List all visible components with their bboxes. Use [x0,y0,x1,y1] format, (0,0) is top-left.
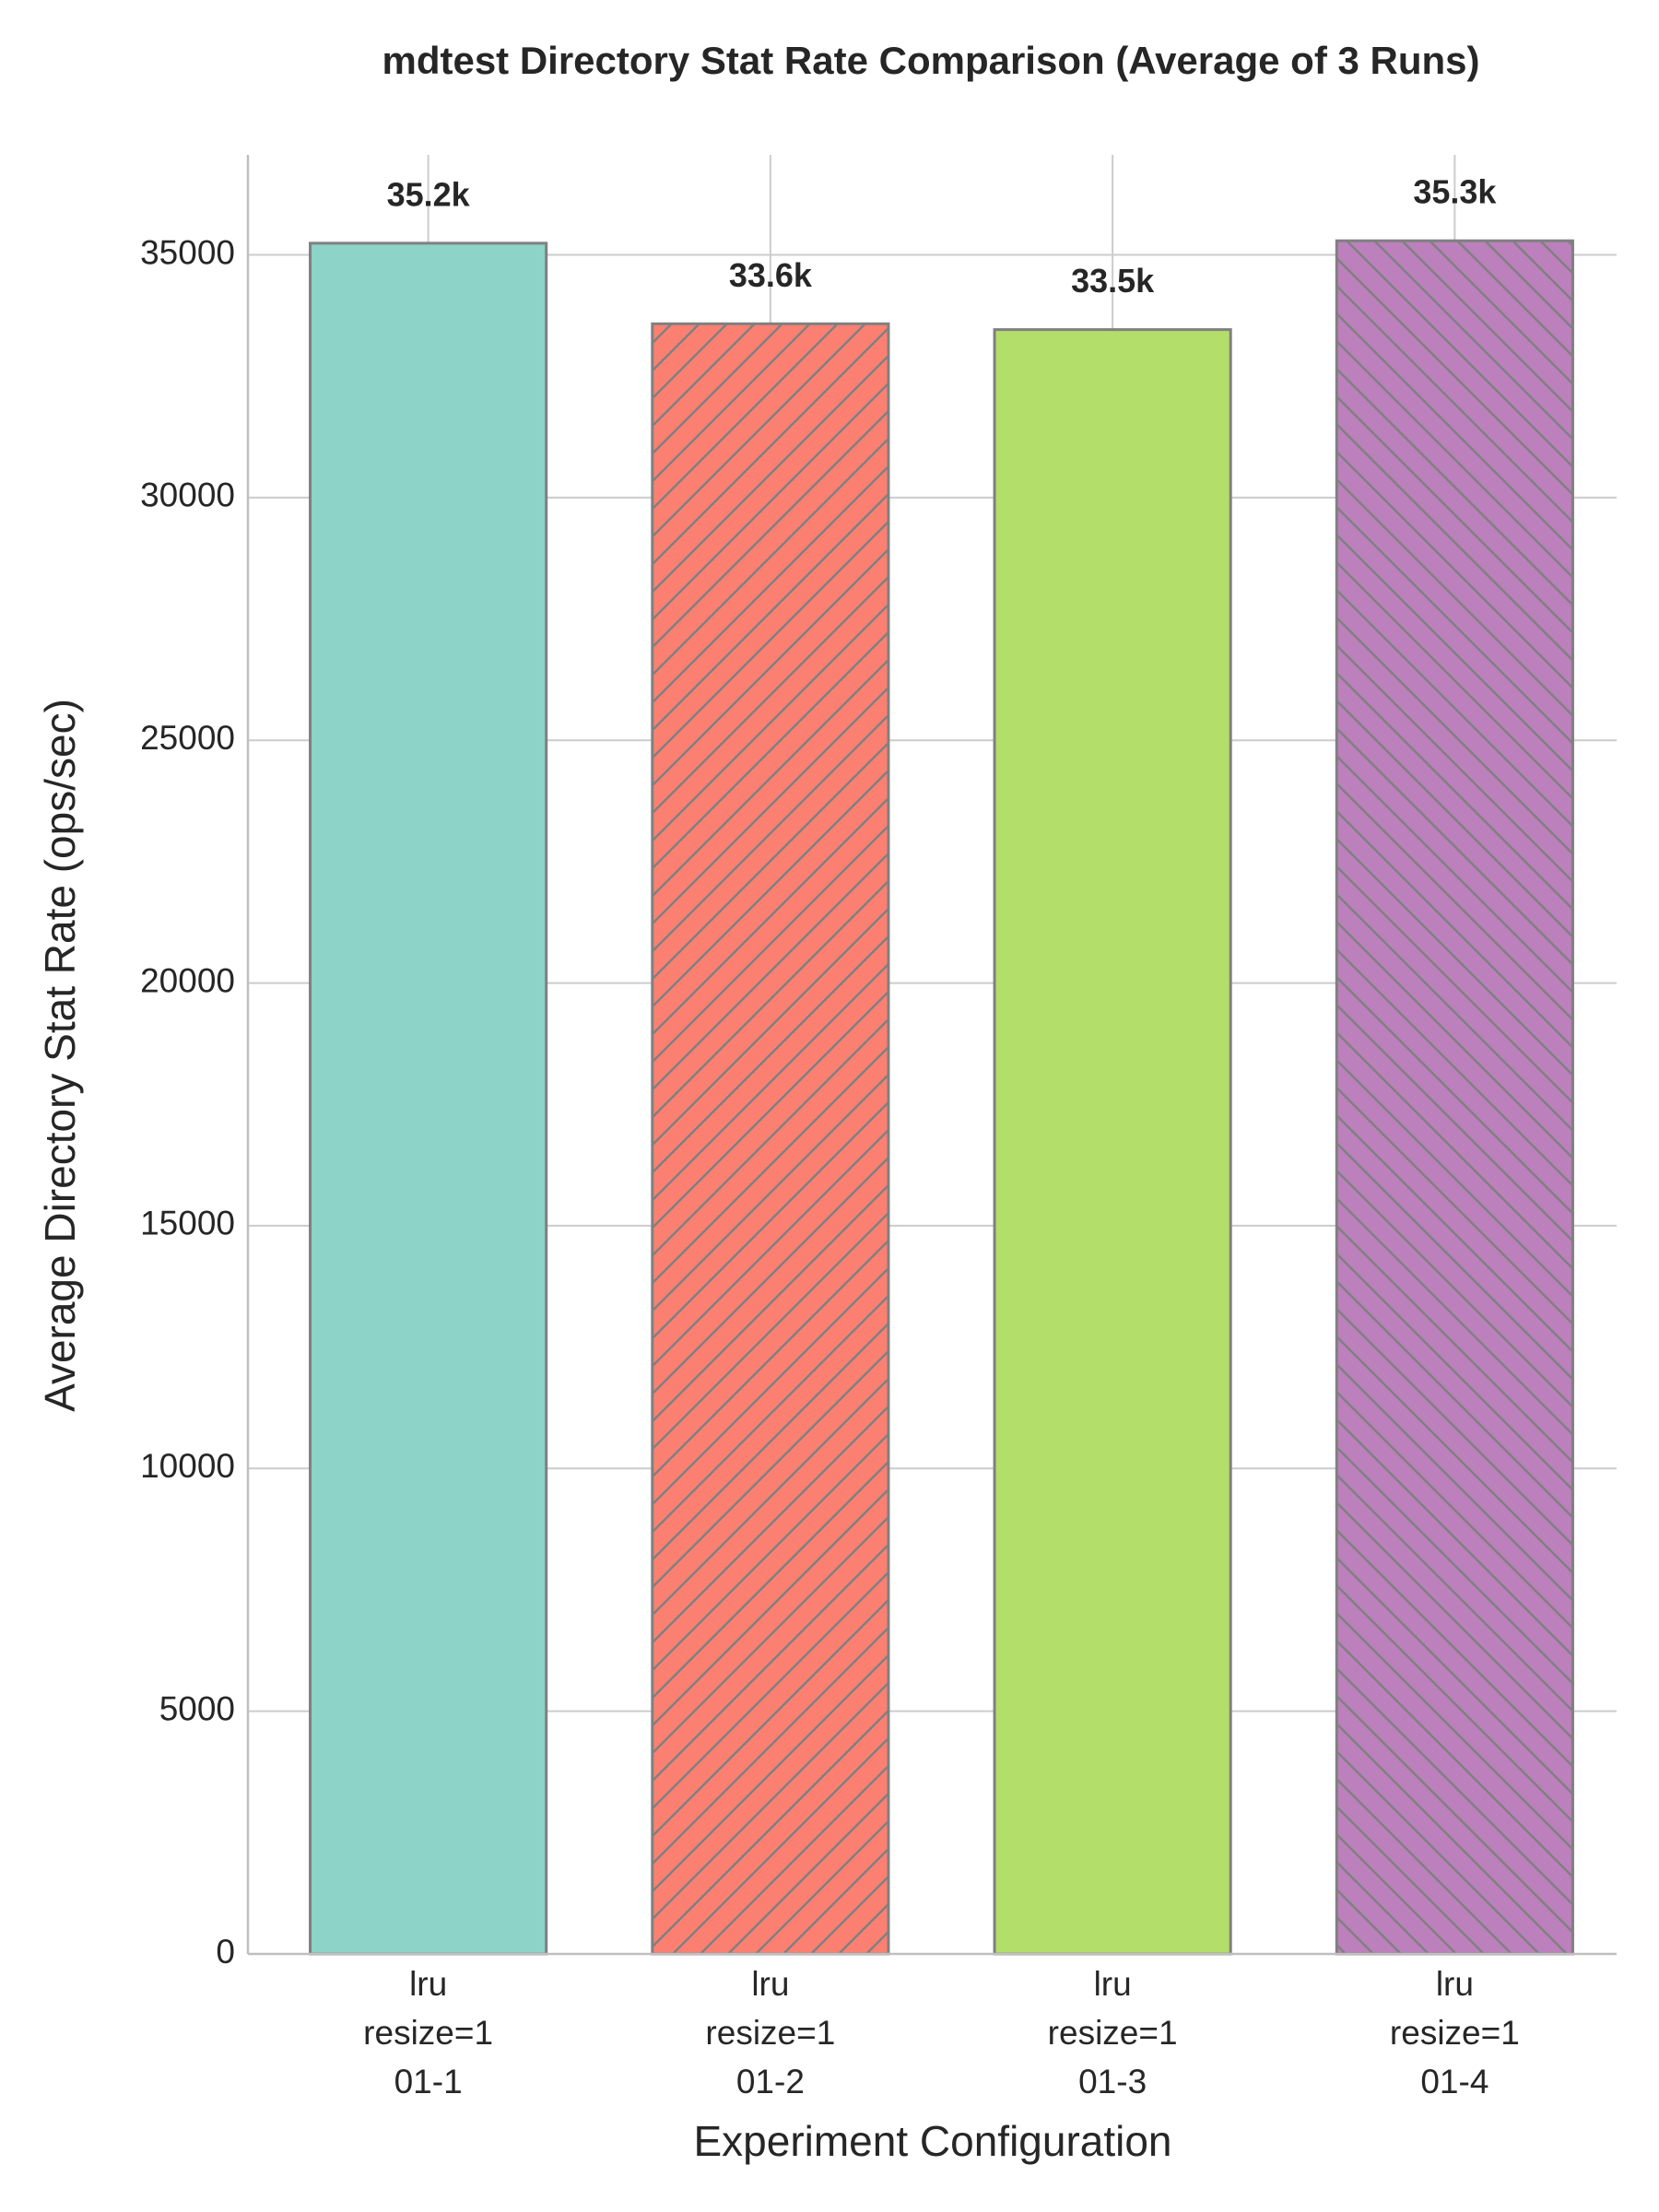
x-tick-label: lru [751,1965,789,2003]
y-tick-label: 10000 [140,1447,235,1485]
x-tick-label: 01-1 [394,2063,463,2100]
x-axis-label: Experiment Configuration [693,2117,1171,2165]
chart-title: mdtest Directory Stat Rate Comparison (A… [382,39,1479,82]
bar [309,241,548,1956]
y-axis-label: Average Directory Stat Rate (ops/sec) [36,699,84,1412]
y-tick-label: 15000 [140,1205,235,1242]
y-tick-label: 35000 [140,233,235,271]
x-tick-label: lru [409,1965,447,2003]
x-tick-label: 01-4 [1420,2063,1488,2100]
x-tick-label: 01-2 [736,2063,805,2100]
x-tick-label: resize=1 [1390,2014,1520,2052]
y-tick-label: 5000 [159,1689,235,1727]
x-tick-label: lru [1094,1965,1132,2003]
x-tick-label: resize=1 [1048,2014,1178,2052]
x-tick-label: resize=1 [705,2014,835,2052]
bar [993,328,1232,1956]
x-tick-label: resize=1 [363,2014,493,2052]
y-tick-label: 25000 [140,719,235,757]
y-tick-label: 20000 [140,961,235,999]
y-tick-label: 30000 [140,477,235,514]
value-label: 35.2k [387,175,471,213]
value-label: 33.5k [1071,262,1155,300]
x-tick-label: lru [1436,1965,1474,2003]
value-label: 33.6k [729,256,813,294]
x-tick-label: 01-3 [1078,2063,1147,2100]
value-label: 35.3k [1413,173,1497,211]
bar [651,322,890,1956]
bar [1335,239,1574,1956]
y-tick-label: 0 [216,1933,235,1971]
